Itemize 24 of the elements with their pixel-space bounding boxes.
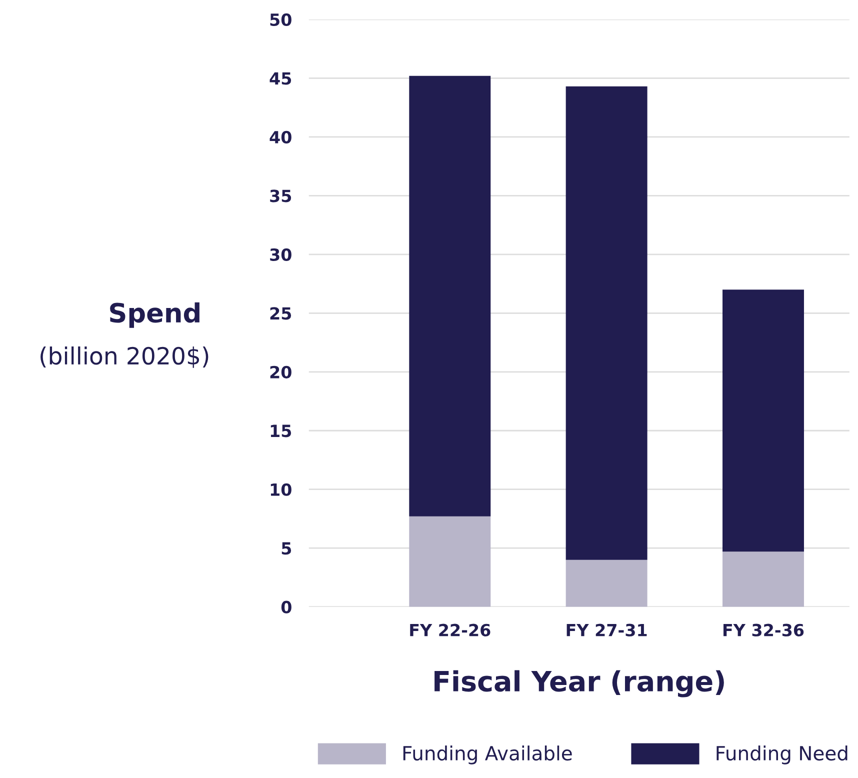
y-axis-title: Spend (billion 2020$) — [40, 302, 208, 368]
y-tick-label: 5 — [282, 542, 292, 555]
legend-label: Funding Need — [716, 746, 848, 764]
x-axis-title: Fiscal Year (range) — [434, 670, 724, 698]
y-tick-label: 50 — [270, 13, 292, 26]
x-tick-label: FY 22-26 — [410, 624, 490, 636]
bar — [409, 516, 491, 607]
bar — [722, 290, 804, 552]
y-tick-label: 25 — [270, 307, 292, 320]
bar — [722, 552, 804, 607]
y-tick-label: 30 — [270, 248, 292, 261]
bar — [566, 560, 648, 607]
bar — [566, 86, 648, 560]
y-tick-label: 45 — [270, 72, 292, 85]
x-tick-label: FY 27-31 — [566, 624, 647, 636]
legend-label: Funding Available — [403, 746, 572, 764]
y-tick-label: 20 — [270, 366, 292, 378]
y-tick-label: 0 — [281, 600, 292, 614]
bar — [409, 76, 491, 516]
y-tick-label: 35 — [270, 190, 292, 202]
y-tick-label: 40 — [270, 130, 292, 144]
y-tick-label: 10 — [270, 483, 292, 496]
x-tick-label: FY 32-36 — [724, 624, 804, 636]
y-tick-label: 15 — [270, 424, 292, 438]
